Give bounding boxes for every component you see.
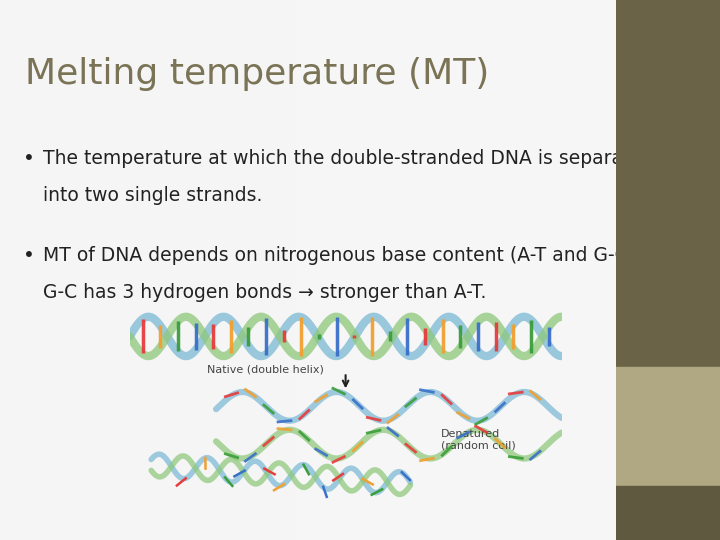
Text: The temperature at which the double-stranded DNA is separated: The temperature at which the double-stra…	[43, 148, 654, 167]
Text: G-C has 3 hydrogen bonds → stronger than A-T.: G-C has 3 hydrogen bonds → stronger than…	[43, 284, 487, 302]
Text: Denatured
(random coil): Denatured (random coil)	[441, 429, 516, 450]
Bar	[616, 0, 720, 367]
Text: •: •	[23, 246, 35, 265]
Text: Melting temperature (MT): Melting temperature (MT)	[24, 57, 489, 91]
Bar	[616, 486, 720, 540]
Text: into two single strands.: into two single strands.	[43, 186, 263, 205]
Text: Native (double helix): Native (double helix)	[207, 365, 324, 375]
Text: MT of DNA depends on nitrogenous base content (A-T and G-C).: MT of DNA depends on nitrogenous base co…	[43, 246, 641, 265]
Text: •: •	[23, 148, 35, 167]
Bar	[616, 367, 720, 486]
